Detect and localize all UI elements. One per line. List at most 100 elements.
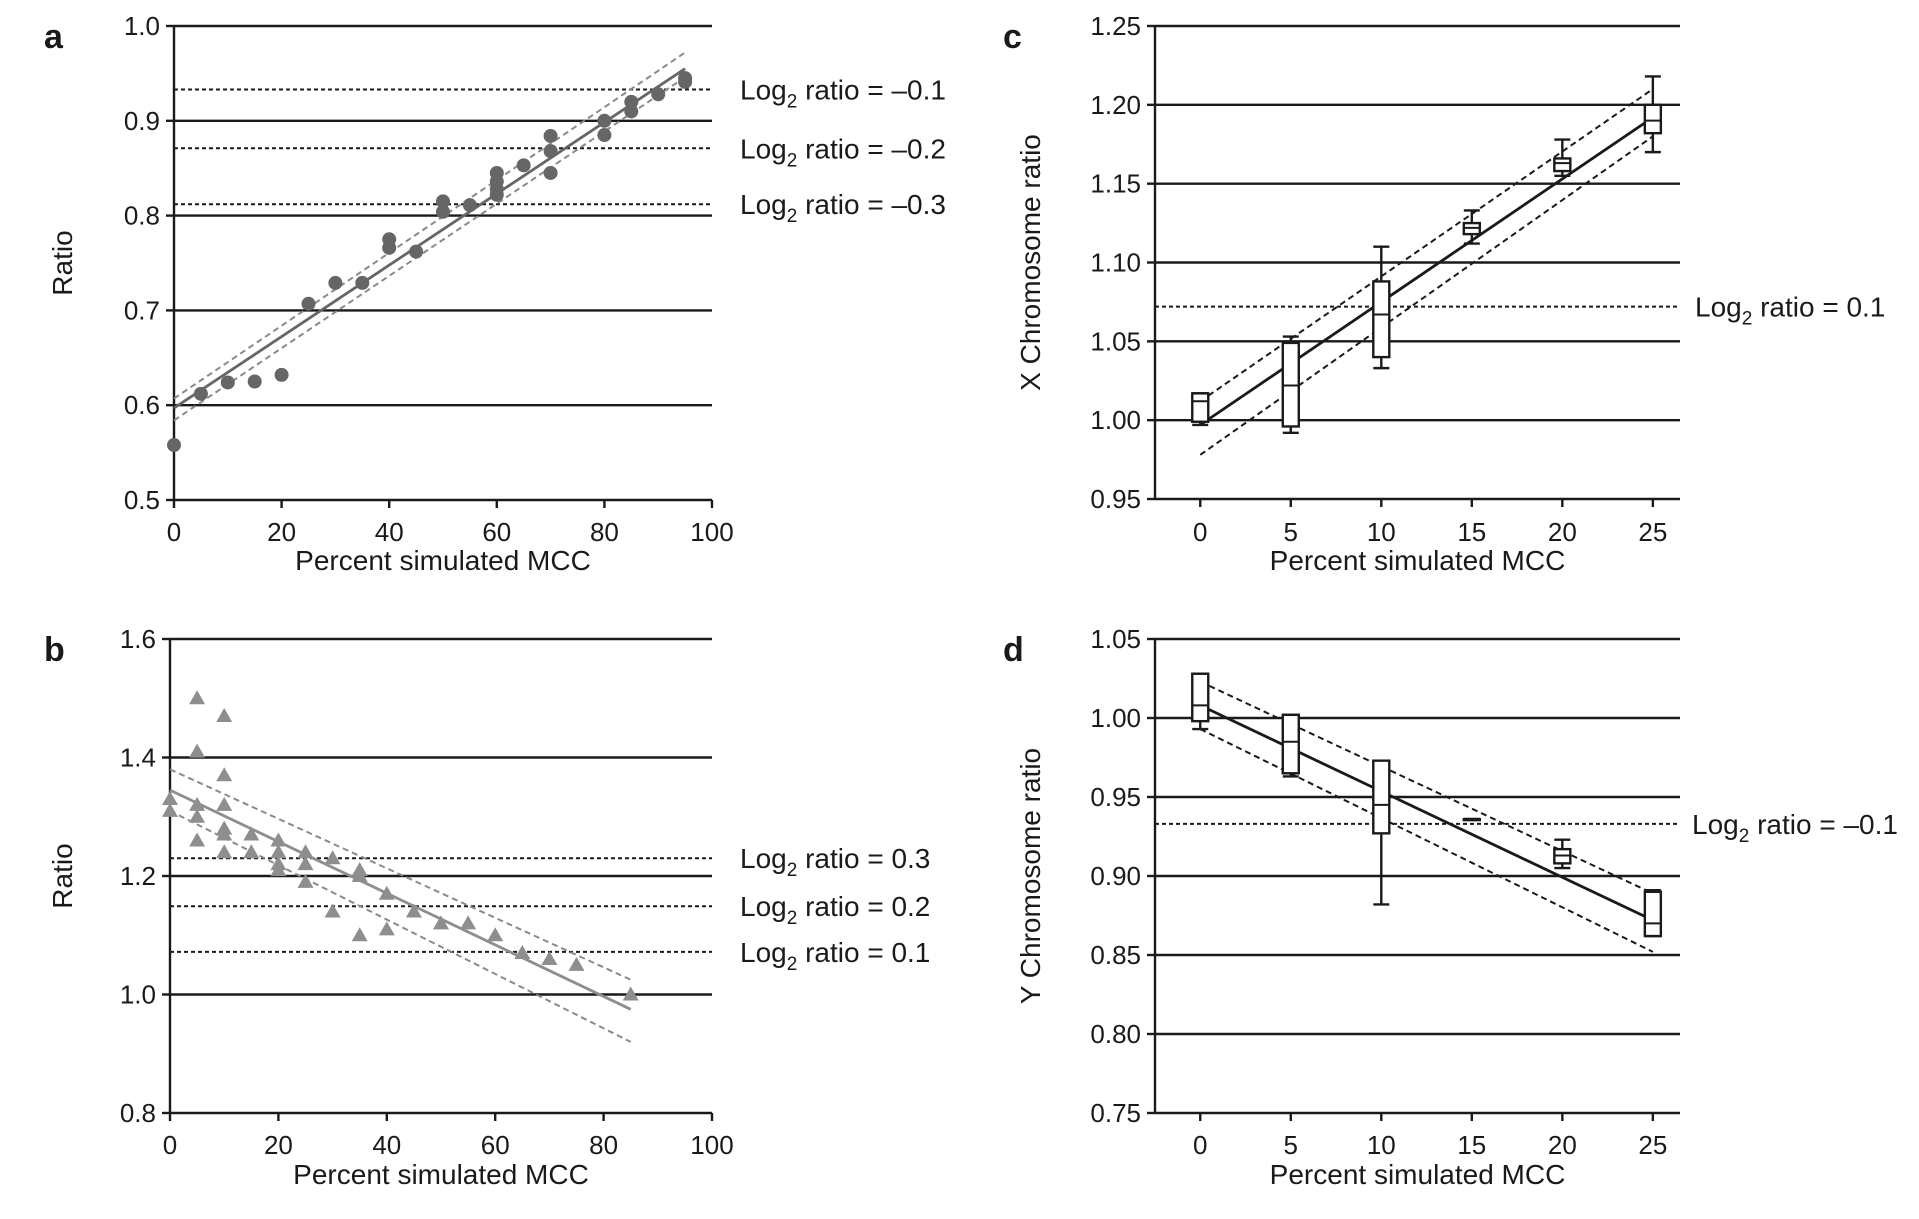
x-tick-label: 5: [1284, 1130, 1298, 1160]
fit-line: [1199, 704, 1654, 922]
panel-letter: a: [44, 18, 64, 56]
reference-label: Log2 ratio = –0.1: [740, 75, 946, 113]
y-axis-title: X Chromosome ratio: [1015, 134, 1046, 391]
data-point: [678, 71, 693, 86]
data-point: [189, 743, 206, 758]
y-tick-label: 0.80: [1090, 1019, 1141, 1049]
box-plot: [1281, 335, 1300, 434]
data-point: [216, 826, 233, 841]
data-point: [568, 956, 585, 971]
reference-label: Log2 ratio = 0.1: [740, 937, 930, 975]
box: [1643, 890, 1663, 938]
data-point: [189, 690, 206, 705]
data-point: [624, 94, 639, 109]
box-plot: [1191, 672, 1210, 731]
y-tick-label: 0.8: [124, 201, 160, 231]
x-tick-label: 100: [690, 517, 733, 547]
data-point: [436, 194, 450, 209]
data-point: [409, 244, 424, 259]
panel-b: 0.8 1.0 1.2 1.4 1.6 0 20 40 60 80 100 Percent simul…: [44, 624, 930, 1190]
box-plot: [1553, 138, 1572, 177]
y-axis-title: Y Chromosome ratio: [1015, 748, 1046, 1004]
data-point: [270, 844, 287, 859]
panel-d: 0.75 0.80 0.85 0.90 0.95 1.00 1.05 0 5 10 15 20 25 Pe…: [1003, 624, 1898, 1190]
y-tick-label: 1.00: [1090, 405, 1141, 435]
panel-letter: d: [1003, 631, 1024, 669]
x-axis-title: Percent simulated MCC: [1270, 1159, 1566, 1190]
data-point: [189, 832, 206, 847]
data-point: [462, 198, 477, 213]
x-tick-label: 25: [1638, 517, 1667, 547]
x-tick-label: 15: [1457, 1130, 1486, 1160]
reference-label: Log2 ratio = –0.2: [740, 133, 946, 171]
x-tick-label: 5: [1284, 517, 1298, 547]
data-point: [436, 204, 450, 219]
box-plot: [1462, 817, 1482, 822]
data-point: [216, 844, 233, 859]
ci-lower-line: [173, 76, 686, 422]
y-tick-label: 1.05: [1090, 624, 1141, 654]
box: [1191, 672, 1210, 723]
data-point: [189, 808, 206, 823]
reference-label: Log2 ratio = 0.2: [740, 891, 930, 929]
y-tick-label: 1.0: [120, 980, 156, 1010]
data-point: [651, 87, 666, 102]
box: [1191, 392, 1210, 423]
data-point: [351, 868, 368, 882]
data-point: [378, 885, 395, 900]
x-axis-title: Percent simulated MCC: [295, 545, 591, 576]
x-tick-label: 20: [1548, 1130, 1577, 1160]
y-tick-label: 0.90: [1090, 861, 1141, 891]
data-point: [162, 790, 178, 805]
data-point: [189, 796, 206, 811]
y-tick-label: 1.15: [1090, 169, 1141, 199]
box: [1372, 280, 1391, 359]
x-tick-label: 80: [590, 517, 619, 547]
panel-c: 0.95 1.00 1.05 1.10 1.15 1.20 1.25 0 5 10 15 20 25 Pe…: [1003, 11, 1885, 576]
data-point: [351, 927, 368, 942]
x-tick-label: 0: [1193, 517, 1207, 547]
reference-label: Log2 ratio = –0.3: [740, 189, 946, 227]
x-tick-label: 60: [481, 1130, 510, 1160]
ci-upper-line: [1199, 680, 1654, 895]
ci-lower-line: [1199, 135, 1654, 456]
reference-label: Log2 ratio = 0.3: [740, 843, 930, 881]
ci-upper-line: [173, 51, 686, 400]
y-axis-title: Ratio: [47, 843, 78, 908]
data-point: [162, 802, 178, 817]
reference-label: Log2 ratio = –0.1: [1692, 809, 1898, 847]
y-tick-label: 1.10: [1090, 248, 1141, 278]
data-point: [216, 796, 233, 811]
data-point: [270, 862, 287, 877]
ci-upper-line: [169, 768, 632, 981]
x-tick-label: 10: [1367, 1130, 1396, 1160]
y-tick-label: 1.0: [124, 11, 160, 41]
data-point: [460, 915, 477, 930]
y-tick-label: 0.95: [1090, 782, 1141, 812]
box-plot: [1643, 75, 1663, 154]
data-point: [301, 296, 316, 311]
data-point: [378, 921, 395, 936]
y-tick-label: 0.85: [1090, 940, 1141, 970]
y-tick-label: 0.6: [124, 390, 160, 420]
box-plot: [1281, 713, 1300, 778]
data-point: [193, 386, 208, 401]
data-point: [543, 128, 558, 143]
ci-lower-line: [169, 809, 632, 1043]
data-point: [324, 850, 341, 865]
data-point: [489, 165, 504, 180]
x-tick-label: 20: [267, 517, 296, 547]
data-point: [382, 232, 397, 247]
x-tick-label: 15: [1457, 517, 1486, 547]
box-plot: [1462, 209, 1482, 245]
panel-letter: b: [44, 631, 65, 669]
data-point: [597, 113, 612, 128]
data-point: [297, 844, 314, 859]
data-point: [622, 986, 639, 1001]
y-tick-label: 1.05: [1090, 326, 1141, 356]
box-plot: [1553, 838, 1572, 870]
data-point: [328, 275, 343, 290]
fit-line: [1199, 116, 1654, 427]
